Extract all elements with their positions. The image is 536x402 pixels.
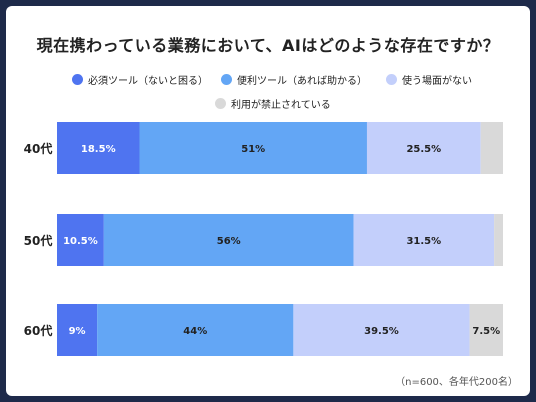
data-label-convenient-2: 44% [183,326,207,337]
bar-convenient-2 [97,304,294,356]
legend-swatch-essential [72,74,83,85]
legend-label-essential: 必須ツール（ないと困る） [88,76,208,87]
legend-swatch-convenient [221,74,232,85]
data-label-essential-1: 10.5% [63,236,98,247]
data-label-no-use-1: 31.5% [406,236,441,247]
data-label-prohibited-2: 7.5% [472,326,500,337]
bar-no-use-2 [293,304,470,356]
bar-prohibited-2 [469,304,503,356]
legend-item-no-use: 使う場面がない [386,72,472,87]
data-label-convenient-0: 51% [241,144,265,155]
data-label-no-use-0: 25.5% [406,144,441,155]
bar-essential-1 [57,214,104,266]
data-label-no-use-2: 39.5% [364,326,399,337]
bar-prohibited-1 [494,214,503,266]
data-label-convenient-1: 56% [217,236,241,247]
legend-item-convenient: 便利ツール（あれば助かる） [221,72,367,87]
category-label-0: 40代 [24,141,53,156]
category-label-2: 60代 [24,323,53,338]
chart-card: 現在携わっている業務において、AIはどのような存在ですか？ 必須ツール（ないと困… [6,6,530,396]
sample-size-note: （n=600、各年代200名） [395,377,518,388]
legend-item-prohibited: 利用が禁止されている [215,96,331,111]
chart-title: 現在携わっている業務において、AIはどのような存在ですか？ [36,36,500,55]
legend-label-convenient: 便利ツール（あれば助かる） [237,76,367,87]
stacked-bar-chart: 40代 18.5% 51% 25.5% 50代 10.5% 56% 31.5% 60代 9% 44%… [24,122,503,356]
legend-label-prohibited: 利用が禁止されている [231,100,331,111]
bar-essential-0 [57,122,140,174]
legend-swatch-no-use [386,74,397,85]
data-label-essential-2: 9% [69,326,86,337]
legend-label-no-use: 使う場面がない [402,76,472,87]
bar-no-use-0 [366,122,481,174]
bar-convenient-0 [139,122,367,174]
data-label-essential-0: 18.5% [81,144,116,155]
bar-essential-2 [57,304,98,356]
category-label-1: 50代 [24,233,53,248]
bar-no-use-1 [353,214,495,266]
bar-convenient-1 [103,214,354,266]
legend-item-essential: 必須ツール（ないと困る） [72,72,208,87]
legend-swatch-prohibited [215,98,226,109]
bar-prohibited-0 [480,122,503,174]
